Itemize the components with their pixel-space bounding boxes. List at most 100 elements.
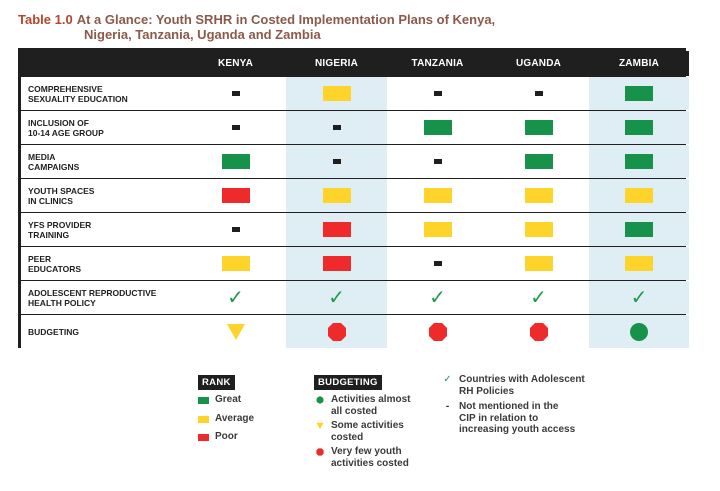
check-icon: ✓	[227, 286, 244, 309]
table-cell	[488, 111, 589, 144]
column-header: KENYA	[185, 51, 286, 76]
poor-rank-mark	[221, 188, 250, 203]
green-circle-icon	[630, 322, 648, 341]
average-rank-mark	[322, 86, 351, 101]
average-rank-mark	[221, 256, 250, 271]
table-cell	[286, 145, 387, 178]
table-cell	[286, 213, 387, 246]
table-cell	[387, 111, 488, 144]
header-corner	[21, 51, 185, 76]
table-cell	[589, 213, 689, 246]
table-grid: KENYA NIGERIA TANZANIA UGANDA ZAMBIA COMPREHE…	[21, 51, 689, 348]
row-label: ADOLESCENT REPRODUCTIVE HEALTH POLICY	[21, 281, 185, 314]
average-rank-mark	[524, 188, 553, 203]
dash-icon: -	[445, 401, 450, 412]
great-rank-mark	[221, 154, 250, 169]
table-cell: ✓	[387, 281, 488, 314]
row-label: BUDGETING	[21, 315, 185, 348]
rank-legend-label: Poor	[215, 431, 238, 442]
table-cell	[488, 77, 589, 110]
check-icon: ✓	[630, 286, 648, 309]
check-icon: ✓	[443, 374, 452, 385]
rank-legend-item: Poor	[198, 431, 298, 443]
dash-icon	[433, 261, 442, 266]
table-cell	[488, 247, 589, 280]
column-header: UGANDA	[488, 51, 589, 76]
row-label: COMPREHENSIVE SEXUALITY EDUCATION	[21, 77, 185, 110]
column-header: ZAMBIA	[589, 51, 689, 76]
table-cell	[589, 247, 689, 280]
budgeting-legend: BUDGETING Activities almost all costed Som…	[314, 372, 434, 472]
dash-icon	[332, 159, 341, 164]
table-cell	[286, 77, 387, 110]
great-rank-mark	[423, 120, 452, 135]
budgeting-legend-item: Some activities costed	[314, 420, 434, 443]
average-rank-mark	[423, 188, 452, 203]
table-cell	[185, 179, 286, 212]
check-icon: ✓	[429, 286, 446, 309]
table-cell	[488, 179, 589, 212]
budgeting-legend-title: BUDGETING	[314, 375, 382, 390]
row-label: YFS PROVIDER TRAINING	[21, 213, 185, 246]
average-rank-mark	[524, 222, 553, 237]
table-cell	[488, 145, 589, 178]
budgeting-legend-item: Very few youth activities costed	[314, 446, 434, 469]
poor-rank-mark	[322, 222, 351, 237]
table-cell	[387, 77, 488, 110]
table-cell	[185, 315, 286, 348]
average-rank-mark	[625, 256, 653, 271]
table-cell	[387, 213, 488, 246]
average-rank-mark	[423, 222, 452, 237]
table-cell	[286, 315, 387, 348]
table-cell	[387, 315, 488, 348]
green-circle-icon	[315, 396, 324, 404]
table-number: Table 1.0	[18, 12, 73, 27]
table-cell	[589, 111, 689, 144]
table-cell: ✓	[286, 281, 387, 314]
check-icon: ✓	[328, 286, 345, 309]
glance-table: KENYA NIGERIA TANZANIA UGANDA ZAMBIA COMPREHE…	[18, 48, 689, 348]
great-rank-mark	[524, 154, 553, 169]
row-label: MEDIA CAMPAIGNS	[21, 145, 185, 178]
table-cell	[589, 77, 689, 110]
notes-legend-item: - Not mentioned in the CIP in relation to i…	[442, 401, 612, 436]
table-cell: ✓	[589, 281, 689, 314]
red-octagon-icon	[327, 322, 346, 341]
table-cell	[589, 179, 689, 212]
average-rank-mark	[524, 256, 553, 271]
table-cell	[488, 315, 589, 348]
table-cell	[185, 247, 286, 280]
table-cell	[589, 315, 689, 348]
table-cell	[286, 179, 387, 212]
row-label: YOUTH SPACES IN CLINICS	[21, 179, 185, 212]
notes-legend-item: ✓ Countries with Adolescent RH Policies	[442, 374, 612, 397]
rank-legend-label: Great	[215, 394, 242, 405]
poor-swatch	[198, 434, 209, 441]
budgeting-legend-label: Activities almost all costed	[331, 394, 411, 417]
average-rank-mark	[322, 188, 351, 203]
column-header: NIGERIA	[286, 51, 387, 76]
dash-icon	[433, 91, 442, 96]
row-label: INCLUSION OF 10-14 AGE GROUP	[21, 111, 185, 144]
budgeting-legend-label: Very few youth activities costed	[331, 446, 409, 469]
dash-icon	[534, 91, 543, 96]
great-rank-mark	[625, 222, 653, 237]
yellow-triangle-icon	[226, 323, 245, 340]
great-rank-mark	[625, 86, 653, 101]
table-cell	[185, 77, 286, 110]
row-label: PEER EDUCATORS	[21, 247, 185, 280]
average-swatch	[198, 415, 209, 423]
title-text-line1: At a Glance: Youth SRHR in Costed Implem…	[76, 12, 496, 27]
rank-legend-title: RANK	[198, 375, 235, 390]
yellow-triangle-icon	[315, 422, 324, 430]
table-title: Table 1.0 At a Glance: Youth SRHR in Cost…	[18, 12, 578, 42]
red-octagon-icon	[529, 322, 548, 341]
table-cell	[286, 111, 387, 144]
table-cell	[286, 247, 387, 280]
table-cell	[387, 145, 488, 178]
rank-legend: RANK Great Average Poor	[198, 372, 298, 450]
rank-legend-item: Great	[198, 394, 298, 406]
dash-icon	[433, 159, 442, 164]
column-header: TANZANIA	[387, 51, 488, 76]
dash-icon	[231, 91, 240, 96]
